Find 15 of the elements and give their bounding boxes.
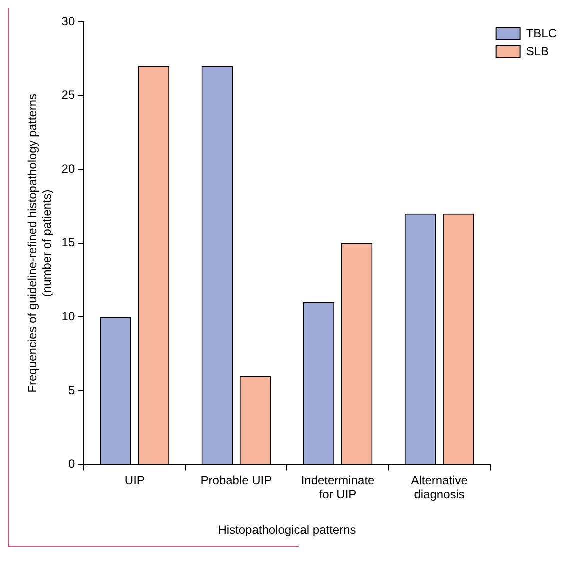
y-tick-label: 5 <box>68 383 76 398</box>
legend-label: TBLC <box>526 26 558 40</box>
legend-label: SLB <box>526 44 550 58</box>
y-tick-label: 30 <box>62 14 76 28</box>
y-axis-title: Frequencies of guideline-refined histopathology patterns (number of patients) <box>26 94 54 393</box>
x-tick-label: Probable UIP <box>200 473 272 488</box>
x-tick-label: Indeterminate for UIP <box>301 473 376 502</box>
x-axis-title: Histopathological patterns <box>218 523 356 538</box>
y-tick-label: 0 <box>68 457 76 472</box>
y-tick-label: 25 <box>62 88 76 102</box>
y-tick-label: 20 <box>62 162 76 176</box>
y-tick-label: 15 <box>62 236 76 250</box>
x-tick-label: UIP <box>124 473 145 488</box>
y-tick-label: 10 <box>62 310 76 324</box>
x-tick-label: Alternative diagnosis <box>411 473 468 502</box>
